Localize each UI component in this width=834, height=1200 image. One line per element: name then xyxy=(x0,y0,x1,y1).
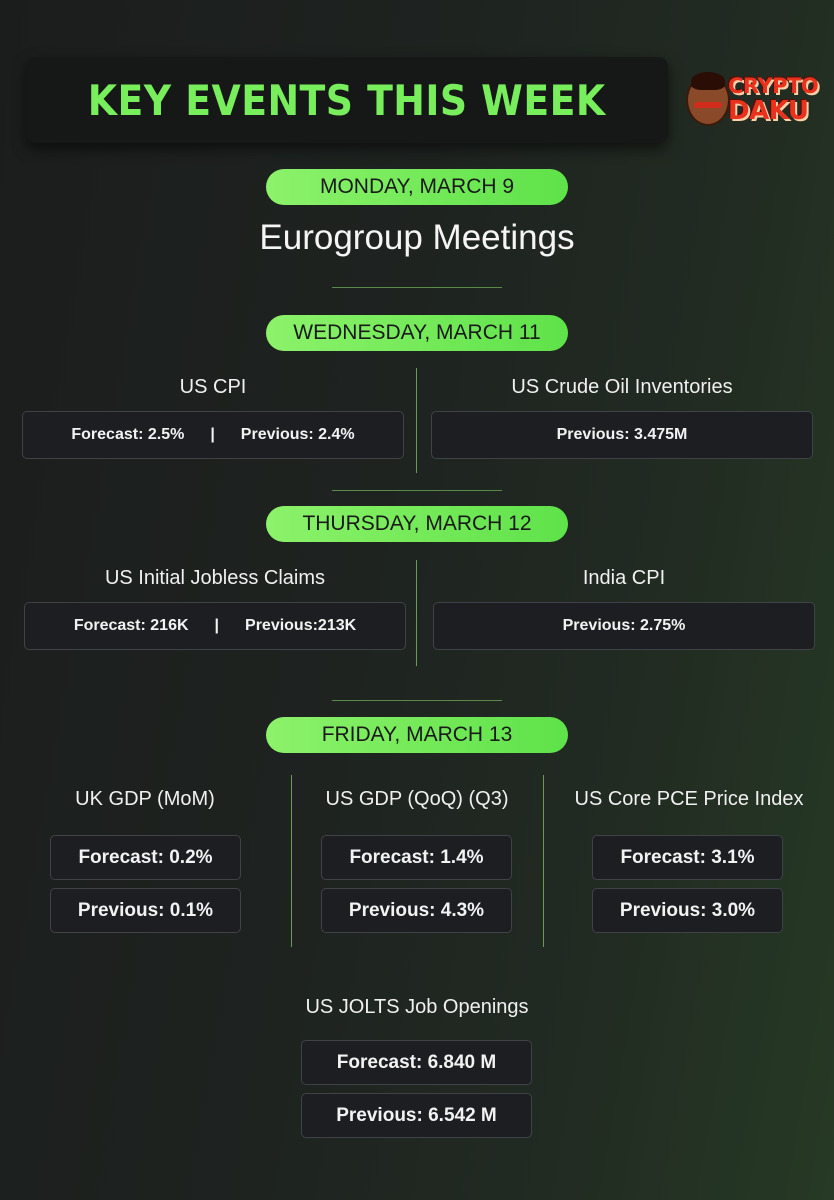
column-divider xyxy=(543,775,544,947)
column-divider xyxy=(416,560,417,666)
day-pill-friday: FRIDAY, MARCH 13 xyxy=(266,717,568,753)
event-name-us-jobless-claims: US Initial Jobless Claims xyxy=(104,567,326,589)
day-pill-wednesday: WEDNESDAY, MARCH 11 xyxy=(266,315,568,351)
event-name-us-jolts: US JOLTS Job Openings xyxy=(305,996,529,1018)
stat-box-us-cpi: Forecast: 2.5% | Previous: 2.4% xyxy=(22,411,404,459)
event-name-uk-gdp: UK GDP (MoM) xyxy=(75,788,215,810)
logo-text-crypto: CRYPTO xyxy=(728,74,819,98)
divider xyxy=(332,490,502,491)
previous-value: Previous: 6.542 M xyxy=(336,1104,497,1126)
previous-value: Previous: 2.75% xyxy=(562,617,686,634)
event-name-us-cpi: US CPI xyxy=(179,376,247,398)
forecast-box-us-jolts: Forecast: 6.840 M xyxy=(301,1040,532,1085)
forecast-value: Forecast: 216K xyxy=(73,617,189,634)
event-name-india-cpi: India CPI xyxy=(582,567,666,589)
previous-value: Previous:213K xyxy=(245,617,357,634)
previous-value: Previous: 4.3% xyxy=(348,899,485,921)
stat-box-us-jobless-claims: Forecast: 216K | Previous:213K xyxy=(24,602,406,650)
previous-box-uk-gdp: Previous: 0.1% xyxy=(50,888,241,933)
previous-box-us-gdp: Previous: 4.3% xyxy=(321,888,512,933)
stat-box-us-crude-oil: Previous: 3.475M xyxy=(431,411,813,459)
mascot-face-icon xyxy=(686,72,730,126)
forecast-value: Forecast: 2.5% xyxy=(71,426,185,443)
event-name-us-crude-oil: US Crude Oil Inventories xyxy=(511,376,733,398)
forecast-value: Forecast: 1.4% xyxy=(349,846,484,868)
separator: | xyxy=(210,426,215,443)
page-title: KEY EVENTS THIS WEEK xyxy=(88,75,606,125)
event-name-us-core-pce: US Core PCE Price Index xyxy=(574,788,804,810)
day-pill-thursday: THURSDAY, MARCH 12 xyxy=(266,506,568,542)
previous-box-us-core-pce: Previous: 3.0% xyxy=(592,888,783,933)
forecast-box-uk-gdp: Forecast: 0.2% xyxy=(50,835,241,880)
previous-value: Previous: 0.1% xyxy=(77,899,214,921)
column-divider xyxy=(291,775,292,947)
day-pill-monday: MONDAY, MARCH 9 xyxy=(266,169,568,205)
forecast-box-us-gdp: Forecast: 1.4% xyxy=(321,835,512,880)
logo-text-daku: DAKU xyxy=(728,96,809,126)
divider xyxy=(332,287,502,288)
crypto-daku-logo: CRYPTO DAKU xyxy=(686,70,820,128)
divider xyxy=(332,700,502,701)
previous-value: Previous: 2.4% xyxy=(240,426,355,443)
forecast-value: Forecast: 3.1% xyxy=(620,846,755,868)
previous-box-us-jolts: Previous: 6.542 M xyxy=(301,1093,532,1138)
event-name-us-gdp: US GDP (QoQ) (Q3) xyxy=(325,788,509,810)
separator: | xyxy=(214,617,220,634)
stat-box-india-cpi: Previous: 2.75% xyxy=(433,602,815,650)
previous-value: Previous: 3.475M xyxy=(556,426,688,443)
event-eurogroup-meetings: Eurogroup Meetings xyxy=(259,218,575,257)
forecast-value: Forecast: 6.840 M xyxy=(336,1051,497,1073)
forecast-box-us-core-pce: Forecast: 3.1% xyxy=(592,835,783,880)
column-divider xyxy=(416,368,417,473)
previous-value: Previous: 3.0% xyxy=(619,899,756,921)
forecast-value: Forecast: 0.2% xyxy=(78,846,213,868)
title-banner: KEY EVENTS THIS WEEK xyxy=(26,57,668,143)
